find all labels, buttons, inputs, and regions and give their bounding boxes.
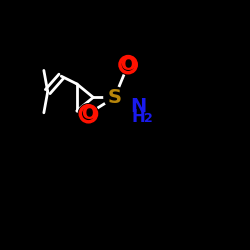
Circle shape xyxy=(78,104,98,124)
FancyBboxPatch shape xyxy=(123,97,158,126)
Text: O: O xyxy=(120,56,136,74)
Text: 2: 2 xyxy=(144,112,153,125)
Text: S: S xyxy=(108,88,122,107)
Ellipse shape xyxy=(104,87,125,108)
Circle shape xyxy=(118,55,138,75)
Text: N: N xyxy=(131,96,147,116)
Text: O: O xyxy=(81,105,96,123)
Text: H: H xyxy=(132,108,146,126)
